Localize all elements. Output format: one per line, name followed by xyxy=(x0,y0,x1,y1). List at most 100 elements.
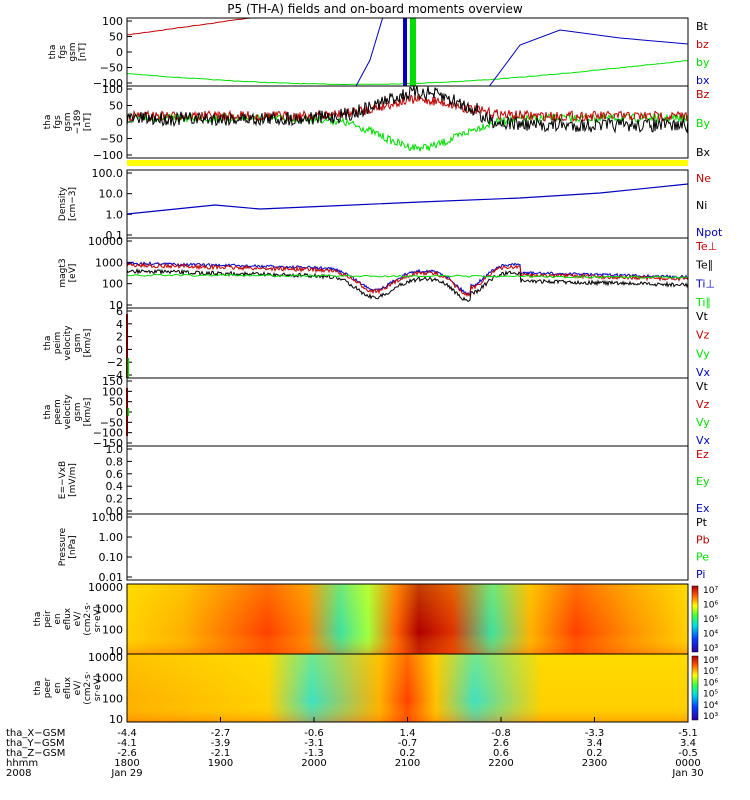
tick-label-peir: 1000 xyxy=(95,602,123,615)
legend-By: By xyxy=(696,117,711,130)
xaxis-value: -3.9 xyxy=(211,738,231,749)
tick-label-temp: 1000 xyxy=(95,256,123,269)
tick-label-fgs: 0 xyxy=(116,46,123,59)
xaxis-value: -5.1 xyxy=(678,728,698,739)
xaxis-value: Jan 30 xyxy=(671,768,703,779)
ylabel-peir: tha xyxy=(33,612,43,627)
tick-label-peer: 10 xyxy=(109,713,123,726)
ylabel-fgs: gsm xyxy=(68,42,78,61)
xaxis-value: Jan 29 xyxy=(110,768,142,779)
xaxis-value: 0.2 xyxy=(400,748,416,759)
tick-label-peim: 6 xyxy=(116,305,123,318)
tick-label-density: 100.0 xyxy=(92,167,124,180)
xaxis-value: -0.5 xyxy=(678,748,698,759)
tick-label-peem: 100 xyxy=(102,385,123,398)
xaxis-value: 3.4 xyxy=(680,738,696,749)
colorbar-label: 10⁵ xyxy=(703,690,718,700)
legend-Bz: Bz xyxy=(696,88,710,101)
tick-label-peem: −150 xyxy=(93,437,123,450)
colorbar-label: 10⁶ xyxy=(703,601,718,611)
tick-label-peem: 150 xyxy=(102,375,123,388)
tick-label-fgs: 50 xyxy=(109,31,123,44)
legend-Ey: Ey xyxy=(696,475,710,488)
tick-label-fgs: 100 xyxy=(102,15,123,28)
ylabel-peim: [km/s] xyxy=(83,329,93,358)
figure-title: P5 (TH-A) fields and on-board moments ov… xyxy=(227,2,523,16)
ylabel-density: [cm−3] xyxy=(68,187,78,221)
series-bx-1 xyxy=(355,18,384,86)
ylabel-peim: peim xyxy=(53,332,63,355)
legend-Ti⊥: Ti⊥ xyxy=(695,277,715,290)
xaxis-row-label: tha_Y−GSM xyxy=(6,738,65,749)
colorbar-peir xyxy=(691,585,699,653)
tick-label-peim: 2 xyxy=(116,331,123,344)
ylabel-efield: E=−VxB xyxy=(58,461,68,499)
xaxis-row-label: tha_Z−GSM xyxy=(6,748,65,759)
tick-label-density: 0.1 xyxy=(106,229,124,242)
series-by xyxy=(127,60,688,85)
tick-label-fgl: −50 xyxy=(100,133,123,146)
xaxis-value: 2200 xyxy=(488,758,513,769)
xaxis-value: 2300 xyxy=(582,758,607,769)
x-axis-block: tha_X−GSMtha_Y−GSMtha_Z−GSMhhmm2008-4.4-… xyxy=(6,717,704,779)
colorbar-label: 10⁶ xyxy=(703,678,718,688)
series-by-spike xyxy=(410,18,416,86)
legend-Pt: Pt xyxy=(696,516,708,529)
series-Bx xyxy=(127,86,688,134)
tick-label-temp: 100 xyxy=(102,278,123,291)
ylabel-fgs: fgs xyxy=(58,45,68,59)
legend-Bx: Bx xyxy=(696,146,711,159)
xaxis-row-label: 2008 xyxy=(6,768,31,779)
series-Ti-par xyxy=(127,273,688,279)
colorbar-label: 10⁴ xyxy=(703,630,718,640)
legend-Pe: Pe xyxy=(696,551,709,564)
series-Te-perp xyxy=(127,261,688,298)
legend-Vt: Vt xyxy=(696,310,709,323)
tick-label-pressure: 0.01 xyxy=(99,571,124,584)
xaxis-value: -0.8 xyxy=(491,728,511,739)
ylabel-efield: [mV/m] xyxy=(68,463,78,497)
tick-label-efield: 0.8 xyxy=(106,455,124,468)
panel-frame-fgs xyxy=(126,17,689,87)
xaxis-value: 1.4 xyxy=(400,728,416,739)
xaxis-value: -2.6 xyxy=(117,748,137,759)
ylabel-peim: gsm xyxy=(73,333,83,352)
legend-Ni: Ni xyxy=(696,199,707,212)
ylabel-peir: eflux xyxy=(63,607,73,630)
series-bx-2 xyxy=(488,29,688,86)
tick-label-fgs: −50 xyxy=(100,62,123,75)
tick-label-fgl: 100 xyxy=(102,83,123,96)
xaxis-value: 2000 xyxy=(301,758,326,769)
tick-label-efield: 0.2 xyxy=(106,493,124,506)
ylabel-pressure: Pressure xyxy=(58,527,68,566)
legend-Vx: Vx xyxy=(696,434,711,447)
xaxis-value: -4.4 xyxy=(117,728,137,739)
colorbar-peer xyxy=(691,655,699,721)
xaxis-row-label: hhmm xyxy=(6,758,38,769)
tick-label-peim: −4 xyxy=(107,369,123,382)
legend-Vy: Vy xyxy=(696,416,710,429)
legend-Ex: Ex xyxy=(696,502,710,515)
xaxis-value: 0000 xyxy=(675,758,700,769)
tick-label-pressure: 10.00 xyxy=(92,511,124,524)
xaxis-value: -4.1 xyxy=(117,738,137,749)
colorbar-label: 10⁷ xyxy=(703,667,718,677)
tick-label-peem: 0 xyxy=(116,406,123,419)
tick-label-fgs: −100 xyxy=(93,77,123,90)
xaxis-value: 2.6 xyxy=(493,738,509,749)
xaxis-value: -2.7 xyxy=(211,728,231,739)
tick-label-efield: 1.0 xyxy=(106,443,124,456)
ylabel-pressure: [nPa] xyxy=(68,535,78,558)
tick-label-peer: 10000 xyxy=(88,651,123,664)
ylabel-fgl: tha xyxy=(43,115,53,130)
quality-flag-bar xyxy=(127,160,688,166)
ylabel-fgl: fgs xyxy=(53,115,63,129)
ylabel-peem: gsm xyxy=(73,402,83,421)
ylabel-peer: en xyxy=(53,682,63,693)
ylabel-peir: eV/ xyxy=(73,611,83,627)
ylabel-peir: peir xyxy=(43,610,53,628)
legend-Vz: Vz xyxy=(696,329,710,342)
series-Te-par xyxy=(127,267,688,303)
panel-frame-pressure xyxy=(126,513,689,581)
